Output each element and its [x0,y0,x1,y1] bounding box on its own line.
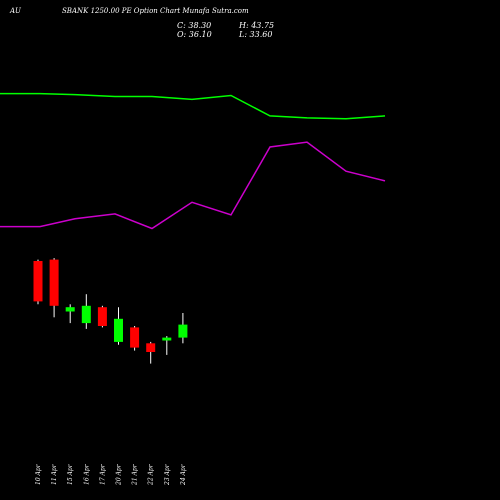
chart-symbol: AU [9,7,22,15]
candle-bear [130,327,140,348]
x-tick-label: 22 Apr [148,463,155,486]
x-tick-label: 21 Apr [132,463,139,486]
chart-site: Sutra.com [212,7,249,15]
candles-layer [33,258,188,364]
x-tick-label: 11 Apr [51,463,58,485]
x-tick-label: 23 Apr [164,463,171,486]
open-value: O: 36.10 [177,30,212,39]
candle-bear [33,261,43,302]
candle-bear [49,259,59,306]
x-tick-label: 15 Apr [67,463,74,485]
x-tick-label: 10 Apr [35,463,42,485]
candle-bear [97,307,107,326]
candle-bull [65,307,75,312]
candle-bull [178,324,188,338]
x-tick-label: 24 Apr [180,463,187,486]
upper-band-line [0,92,386,120]
x-axis-ticks: 10 Apr 11 Apr 15 Apr 16 Apr 17 Apr 20 Apr 21 A… [35,463,187,486]
close-value: C: 38.30 [177,21,211,30]
high-value: H: 43.75 [238,21,274,30]
chart-title: SBANK 1250.00 PE Option Chart Munafa [62,7,210,15]
candle-bear [146,343,156,352]
candle-bull [114,318,123,342]
low-value: L: 33.60 [238,30,272,39]
candle-bull [162,337,172,341]
lower-band-line [0,141,386,230]
x-tick-label: 20 Apr [116,463,123,486]
bands-layer [0,92,386,230]
x-tick-label: 17 Apr [99,463,106,485]
x-tick-label: 16 Apr [83,463,90,485]
candle-bull [81,305,91,324]
